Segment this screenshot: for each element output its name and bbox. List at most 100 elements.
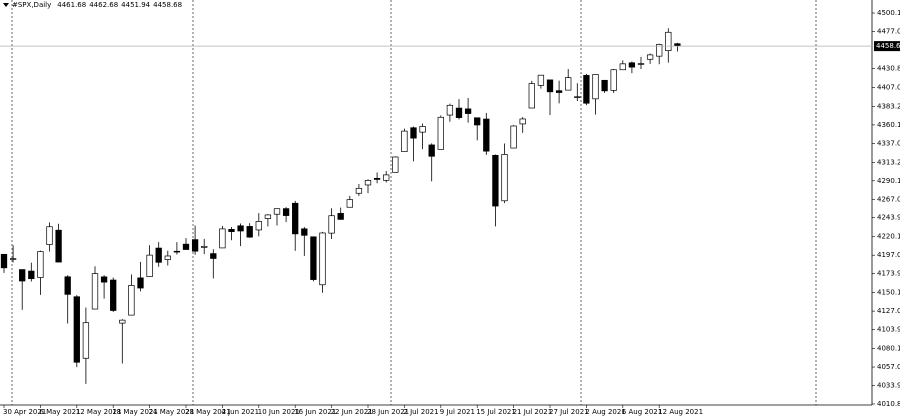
- x-tick-label: 28 May 2021: [185, 408, 231, 416]
- candle-body: [565, 77, 572, 91]
- x-tick-label: 2 Aug 2021: [585, 408, 625, 416]
- x-tick-label: 15 Jul 2021: [476, 408, 516, 416]
- candle-body: [155, 247, 162, 263]
- candle-body: [328, 215, 335, 234]
- chart-header: #SPX,Daily 4461.68 4462.68 4451.94 4458.68: [12, 1, 182, 9]
- x-tick-label: 28 Jun 2021: [367, 408, 409, 416]
- x-tick-label: 6 May 2021: [39, 408, 80, 416]
- candle-body: [665, 31, 672, 52]
- y-tick-label: 4197.00: [877, 251, 900, 259]
- candle-body: [637, 63, 645, 65]
- x-tick-label: 18 May 2021: [112, 408, 158, 416]
- candle-body: [610, 69, 617, 91]
- y-tick-label: 4243.90: [877, 214, 900, 222]
- y-tick-label: 4010.80: [877, 400, 900, 408]
- x-tick-label: 24 May 2021: [149, 408, 195, 416]
- candle-body: [401, 130, 408, 152]
- candle-body: [164, 255, 171, 260]
- y-tick-label: 4057.00: [877, 363, 900, 371]
- candle-body: [364, 180, 372, 186]
- candle-body: [137, 277, 144, 289]
- candle-body: [100, 276, 108, 283]
- y-tick-label: 4173.90: [877, 270, 900, 278]
- candle-body: [128, 285, 135, 316]
- y-tick-label: 4337.00: [877, 139, 900, 147]
- candle-body: [474, 117, 481, 126]
- candle-body: [419, 126, 426, 133]
- candle-body: [355, 187, 363, 194]
- x-tick-label: 12 May 2021: [76, 408, 122, 416]
- y-tick-label: 4407.00: [877, 83, 900, 91]
- candle-body: [73, 296, 80, 363]
- candle-body: [337, 213, 344, 220]
- x-tick-label: 10 Jun 2021: [258, 408, 300, 416]
- candle-body: [555, 90, 563, 93]
- candle-body: [82, 322, 90, 359]
- candle-body: [383, 174, 390, 181]
- candle-body: [264, 214, 272, 219]
- candle-body: [446, 104, 454, 116]
- candle-body: [674, 43, 681, 47]
- y-tick-label: 4080.10: [877, 345, 900, 353]
- candle-body: [346, 199, 353, 208]
- last-high: 4462.68: [89, 1, 118, 9]
- y-tick-label: 4127.00: [877, 307, 900, 315]
- candle-body: [255, 221, 262, 231]
- candle-body: [210, 253, 217, 259]
- candle-body: [182, 243, 190, 250]
- y-tick-label: 4430.80: [877, 64, 900, 72]
- last-close: 4458.68: [153, 1, 182, 9]
- candle-body: [656, 44, 663, 57]
- candle-body: [428, 144, 435, 157]
- y-tick-label: 4313.20: [877, 158, 900, 166]
- x-tick-label: 2 Jul 2021: [403, 408, 438, 416]
- x-tick-label: 4 Jun 2021: [221, 408, 259, 416]
- chart-title: #SPX,Daily: [12, 1, 51, 9]
- candle-body: [246, 226, 253, 238]
- candle-body: [228, 229, 235, 232]
- candle-body: [191, 239, 199, 252]
- candle-body: [310, 236, 317, 280]
- candle-body: [292, 202, 299, 235]
- candle-body: [237, 225, 244, 232]
- candle-body: [492, 154, 499, 207]
- candle-body: [392, 156, 399, 173]
- candle-body: [37, 251, 44, 278]
- candle-body: [319, 232, 326, 286]
- candle-body: [146, 254, 153, 277]
- menu-triangle[interactable]: [3, 3, 9, 7]
- y-tick-label: 4477.00: [877, 27, 900, 35]
- candle-body: [546, 79, 554, 93]
- candle-body: [201, 245, 208, 248]
- candle-body: [219, 228, 226, 249]
- y-tick-label: 4103.90: [877, 326, 900, 334]
- candle-body: [592, 74, 599, 100]
- candle-body: [46, 226, 53, 245]
- candle-body: [483, 118, 490, 152]
- current-price-label: 4458.68: [876, 42, 900, 50]
- candle-body: [464, 108, 472, 114]
- y-tick-label: 4383.20: [877, 102, 900, 110]
- x-tick-label: 22 Jun 2021: [331, 408, 373, 416]
- candle-body: [373, 177, 381, 180]
- y-tick-label: 4220.10: [877, 233, 900, 241]
- candle-body: [282, 208, 290, 216]
- x-tick-label: 9 Jul 2021: [440, 408, 475, 416]
- y-tick-label: 4267.00: [877, 195, 900, 203]
- candle-body: [646, 54, 654, 60]
- candle-body: [537, 74, 545, 86]
- candle-body: [110, 279, 117, 311]
- candle-body: [9, 258, 17, 260]
- candle-body: [19, 269, 26, 282]
- last-open: 4461.68: [57, 1, 86, 9]
- x-tick-label: 6 Aug 2021: [622, 408, 662, 416]
- candle-body: [55, 229, 62, 263]
- current-price-box: [874, 41, 900, 52]
- x-tick-label: 16 Jun 2021: [294, 408, 336, 416]
- y-tick-label: 4500.10: [877, 9, 900, 17]
- x-tick-label: 21 Jul 2021: [513, 408, 553, 416]
- x-tick-label: 27 Jul 2021: [549, 408, 589, 416]
- y-tick-label: 4290.10: [877, 177, 900, 185]
- x-tick-label: 30 Apr 2021: [3, 408, 46, 416]
